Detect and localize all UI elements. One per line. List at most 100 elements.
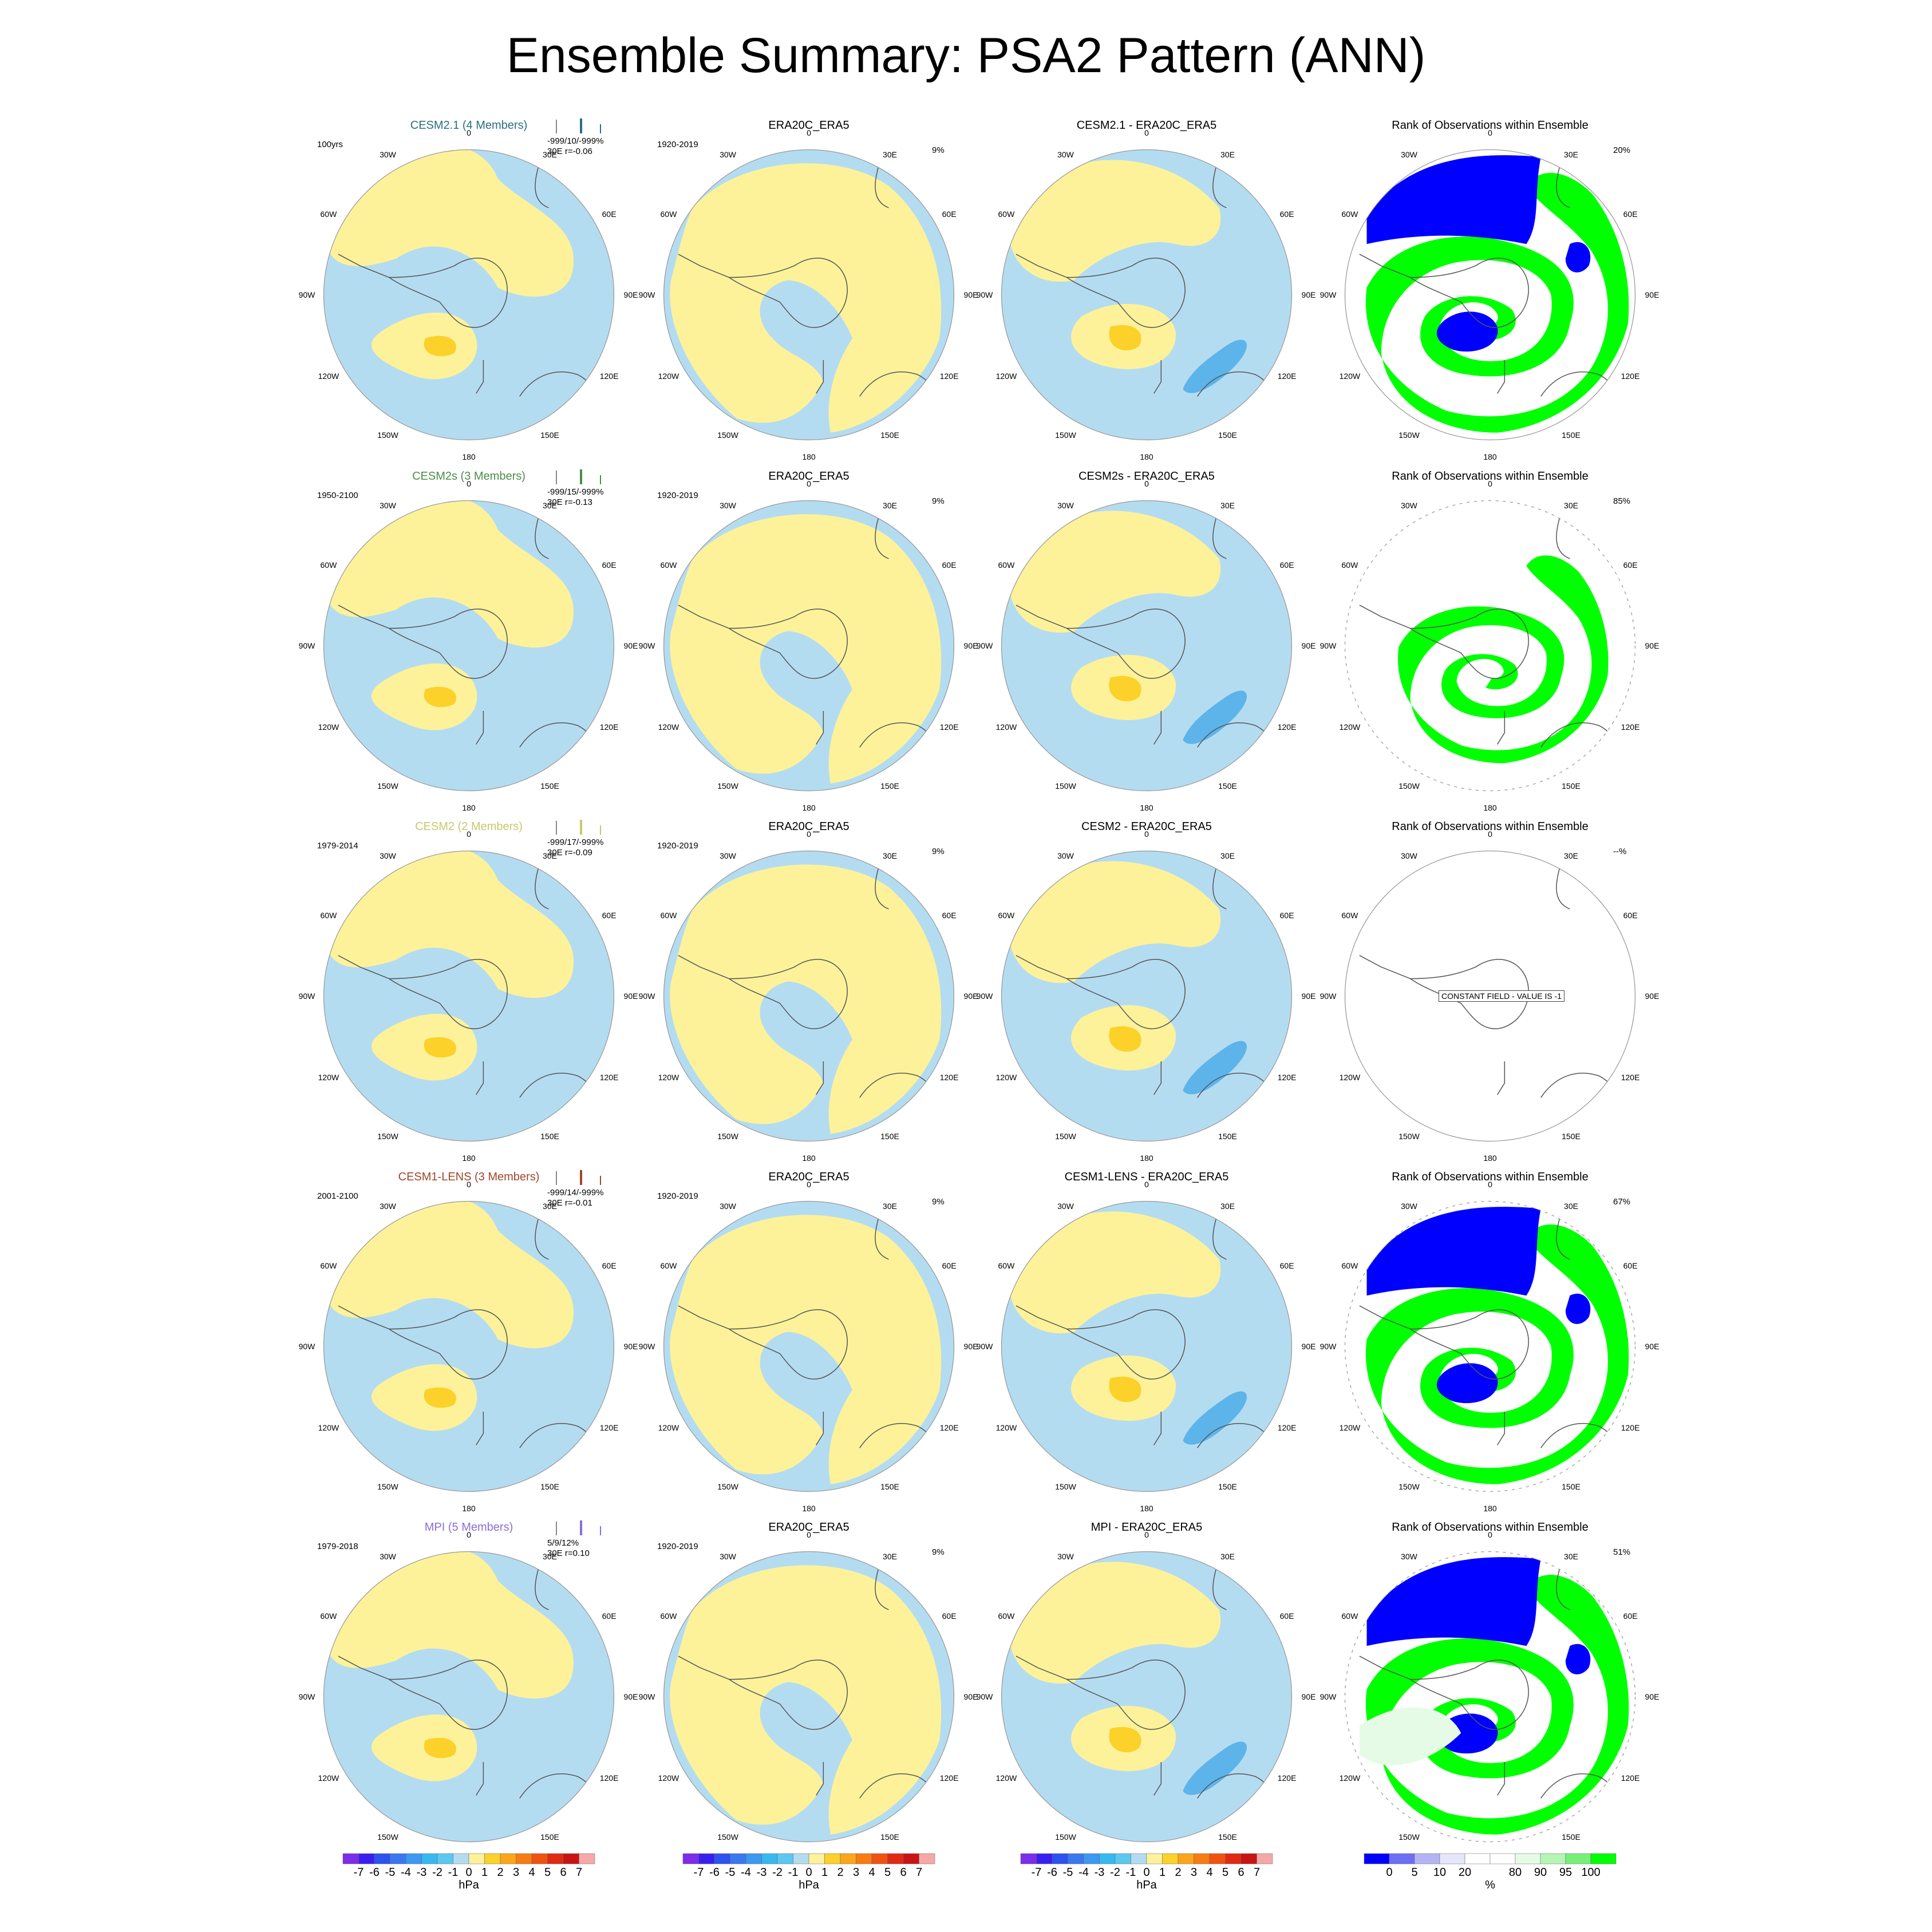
lon-label: 60W: [660, 209, 677, 219]
coastline: [1359, 1208, 1619, 1463]
colorbar-swatch: [374, 1853, 390, 1864]
lon-label: 0: [1488, 829, 1492, 839]
lon-label: 0: [1488, 1530, 1492, 1539]
positive-contour-region: [326, 1551, 574, 1699]
ensemble-spread-boxplot: [556, 820, 601, 835]
lon-label: 120E: [1277, 371, 1297, 381]
lon-label: 150W: [1398, 781, 1420, 791]
colorbar-tick: 5: [1222, 1866, 1229, 1879]
colorbar-swatch: [1389, 1853, 1415, 1864]
lon-label: 90W: [298, 1342, 315, 1351]
positive-contour-region: [424, 1737, 456, 1759]
lon-label: 120E: [939, 1072, 959, 1082]
map-boundary: [663, 500, 955, 792]
lon-label: 60W: [1341, 1611, 1358, 1621]
lon-label: 90W: [638, 641, 655, 650]
lon-label: 30W: [720, 851, 736, 860]
colorbar-tick: 7: [1253, 1866, 1261, 1879]
lon-label: 90E: [963, 1342, 978, 1351]
lon-label: 180: [462, 1504, 476, 1513]
period-label: 1950-2100: [317, 491, 358, 500]
lon-label: 150W: [1055, 430, 1076, 440]
lon-label: 30E: [883, 1201, 897, 1211]
map-boundary: [323, 1551, 615, 1843]
rank-panel-title: Rank of Observations within Ensemble: [1392, 820, 1589, 833]
colorbar-tick: -5: [725, 1866, 736, 1879]
map-boundary: [323, 850, 615, 1142]
lon-label: 60E: [1623, 910, 1638, 920]
coastline: [338, 1558, 598, 1813]
colorbar-swatch: [1194, 1853, 1210, 1864]
coastline: [1016, 1558, 1275, 1813]
lon-label: 30E: [543, 500, 557, 510]
colorbar-swatch: [887, 1853, 904, 1864]
positive-contour-region: [326, 1201, 574, 1349]
lon-label: 90W: [976, 991, 993, 1001]
lon-label: 60E: [942, 560, 957, 570]
map-boundary: [1001, 1200, 1293, 1492]
lon-label: 120W: [1339, 1423, 1361, 1432]
colorbar-tick: 0: [465, 1866, 472, 1879]
lon-label: 120W: [658, 371, 679, 381]
lon-label: 120W: [658, 1072, 679, 1082]
lon-label: 60W: [320, 910, 337, 920]
lon-label: 120E: [1621, 722, 1640, 732]
map-boundary: [1344, 500, 1636, 792]
colorbar-swatch: [1052, 1853, 1068, 1864]
lon-label: 90E: [1645, 1342, 1660, 1351]
lon-label: 60W: [1341, 560, 1358, 570]
lon-label: 180: [462, 452, 476, 461]
colorbar-tick: -6: [369, 1866, 380, 1879]
lon-label: 60E: [602, 560, 617, 570]
colorbar-tick: -1: [1125, 1866, 1136, 1879]
lon-label: 30W: [720, 1201, 736, 1211]
lon-label: 0: [467, 829, 471, 839]
colorbar-swatch: [1540, 1853, 1566, 1864]
lon-label: 90W: [1319, 1342, 1337, 1351]
ensemble-spread-boxplot: [556, 1520, 601, 1535]
diff-map-row4: [1001, 1200, 1293, 1492]
diff-map-row1: [1001, 149, 1293, 441]
lon-label: 0: [1488, 1180, 1492, 1189]
lon-label: 0: [807, 1530, 811, 1539]
lon-label: 150E: [1562, 430, 1581, 440]
rank-region-high: [1398, 555, 1609, 764]
lon-label: 90E: [1645, 290, 1660, 299]
lon-label: 90W: [298, 991, 315, 1001]
lon-label: 120W: [995, 371, 1017, 381]
colorbar-swatch: [1240, 1853, 1257, 1864]
lon-label: 30W: [1401, 851, 1417, 860]
obs-map-row5: [663, 1551, 955, 1843]
lon-label: 30E: [1564, 1201, 1578, 1211]
colorbar-tick: -7: [353, 1866, 364, 1879]
lon-label: 90W: [298, 1692, 315, 1701]
colorbar-tick: -7: [1031, 1866, 1042, 1879]
lon-label: 90E: [963, 641, 978, 650]
lon-label: 90E: [1301, 641, 1316, 650]
colorbar-swatch: [421, 1853, 438, 1864]
lon-label: 60E: [942, 1611, 957, 1621]
lon-label: 120E: [1277, 722, 1297, 732]
colorbar-swatch: [1131, 1853, 1147, 1864]
lon-label: 150E: [1562, 1482, 1581, 1492]
lon-label: 120W: [1339, 371, 1361, 381]
colorbar-swatch: [1364, 1853, 1390, 1864]
coastline: [1016, 507, 1275, 762]
coastline: [1016, 1208, 1275, 1463]
colorbar-tick: 90: [1534, 1866, 1547, 1879]
colorbar-tick: 4: [1206, 1866, 1213, 1879]
lon-label: 30E: [1564, 1551, 1578, 1561]
lon-label: 120E: [1621, 1773, 1640, 1783]
lon-label: 30E: [1220, 500, 1235, 510]
colorbar-swatch: [840, 1853, 856, 1864]
lon-label: 120E: [1277, 1773, 1297, 1783]
lon-label: 60E: [942, 209, 957, 219]
lon-label: 0: [807, 829, 811, 839]
colorbar-tick: 7: [915, 1866, 923, 1879]
lon-label: 180: [462, 1153, 476, 1163]
colorbar-swatch: [1099, 1853, 1116, 1864]
colorbar-tick: 4: [528, 1866, 535, 1879]
lon-label: 150W: [377, 1482, 398, 1492]
correlation-label: 30E r=-0.13: [547, 497, 592, 507]
rank-region-low: [1565, 1643, 1591, 1674]
